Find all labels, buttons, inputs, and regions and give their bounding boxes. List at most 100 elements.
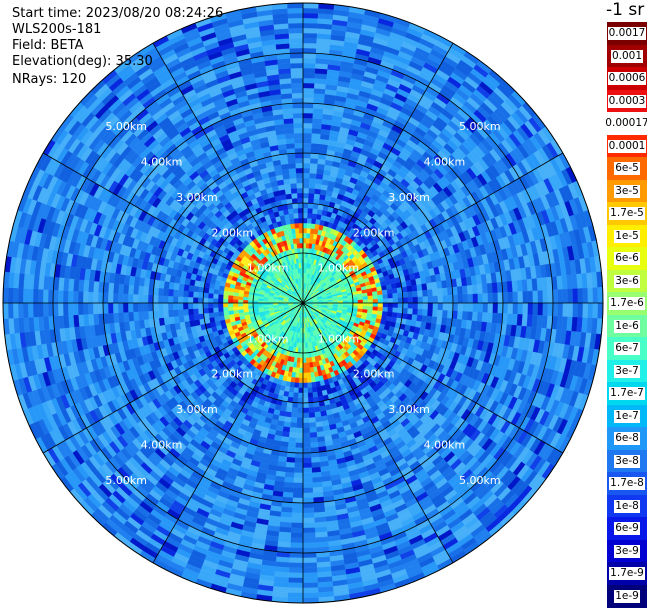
range-bin xyxy=(303,403,308,408)
range-bin xyxy=(523,291,528,303)
range-bin xyxy=(290,543,303,548)
range-bin xyxy=(358,300,363,303)
range-bin xyxy=(488,303,493,313)
range-bin xyxy=(432,289,438,296)
range-bin xyxy=(467,312,473,321)
range-bin xyxy=(311,382,316,388)
range-bin xyxy=(303,188,309,193)
range-bin xyxy=(437,288,443,296)
range-bin xyxy=(442,288,448,296)
range-bin xyxy=(284,477,294,483)
range-bin xyxy=(412,291,417,297)
range-bin xyxy=(299,368,303,373)
range-bin xyxy=(303,88,314,93)
range-bin xyxy=(299,378,303,383)
range-bin xyxy=(598,287,603,303)
range-bin xyxy=(408,297,413,303)
range-bin xyxy=(312,392,317,398)
range-bin xyxy=(588,303,593,318)
range-bin xyxy=(498,293,503,303)
range-bin xyxy=(407,286,413,292)
range-bin xyxy=(413,303,418,309)
range-bin xyxy=(383,307,388,312)
range-bin xyxy=(298,388,303,393)
range-bin xyxy=(483,303,488,313)
range-bin xyxy=(285,472,294,478)
range-bin xyxy=(368,303,373,307)
range-bin xyxy=(303,453,311,458)
range-bin xyxy=(303,238,306,243)
range-bin xyxy=(307,213,312,218)
range-bin xyxy=(303,148,311,153)
range-bin xyxy=(303,553,316,558)
range-bin xyxy=(303,533,315,538)
range-bin xyxy=(290,422,297,427)
range-bin xyxy=(533,303,538,315)
range-bin xyxy=(314,88,325,94)
range-bin xyxy=(303,33,317,38)
range-bin xyxy=(583,288,588,303)
range-bin xyxy=(292,503,303,508)
range-bin xyxy=(417,315,423,322)
range-bin xyxy=(468,303,473,312)
range-bin xyxy=(289,563,303,568)
range-bin xyxy=(303,48,316,53)
range-bin xyxy=(310,427,317,433)
range-bin xyxy=(303,198,308,203)
range-bin xyxy=(303,413,309,418)
range-bin xyxy=(422,290,427,297)
range-bin xyxy=(398,303,403,308)
range-bin xyxy=(303,118,313,123)
range-bin xyxy=(303,368,307,373)
range-bin xyxy=(473,294,478,303)
range-bin xyxy=(314,194,320,200)
range-bin xyxy=(310,432,317,438)
range-bin xyxy=(311,138,320,144)
range-bin xyxy=(288,593,303,598)
range-bin xyxy=(283,492,293,498)
range-bin xyxy=(286,457,295,463)
range-bin xyxy=(373,307,378,311)
range-bin xyxy=(312,133,321,139)
range-bin xyxy=(310,173,317,179)
range-bin xyxy=(303,108,313,113)
range-bin xyxy=(553,290,558,303)
range-bin xyxy=(295,448,303,453)
range-bin xyxy=(308,198,314,203)
range-bin xyxy=(307,388,312,393)
range-bin xyxy=(438,303,443,310)
range-bin xyxy=(303,518,315,523)
range-bin xyxy=(523,303,528,315)
range-bin xyxy=(492,283,498,293)
range-bin xyxy=(295,373,299,378)
range-bin xyxy=(311,143,320,149)
range-bin xyxy=(314,407,320,413)
range-bin xyxy=(517,314,523,326)
range-bin xyxy=(438,296,443,303)
range-bin xyxy=(305,348,308,353)
range-bin xyxy=(281,507,292,513)
range-bin xyxy=(303,408,309,413)
range-bin xyxy=(417,309,422,316)
range-bin xyxy=(303,83,315,88)
range-bin xyxy=(303,213,308,218)
range-bin xyxy=(288,392,293,398)
range-bin xyxy=(408,303,413,309)
range-bin xyxy=(548,303,553,316)
range-bin xyxy=(303,178,310,183)
range-bin xyxy=(358,303,363,306)
range-bin xyxy=(296,428,303,433)
range-bin xyxy=(477,312,483,322)
range-bin xyxy=(288,442,296,448)
range-bin xyxy=(286,462,295,468)
range-bin xyxy=(313,487,323,493)
range-bin xyxy=(303,423,310,428)
range-bin xyxy=(312,128,321,134)
range-bin xyxy=(303,388,308,393)
range-bin xyxy=(383,303,388,307)
range-bin xyxy=(314,189,320,195)
range-bin xyxy=(303,8,318,13)
range-bin xyxy=(288,437,296,443)
range-bin xyxy=(292,407,298,412)
